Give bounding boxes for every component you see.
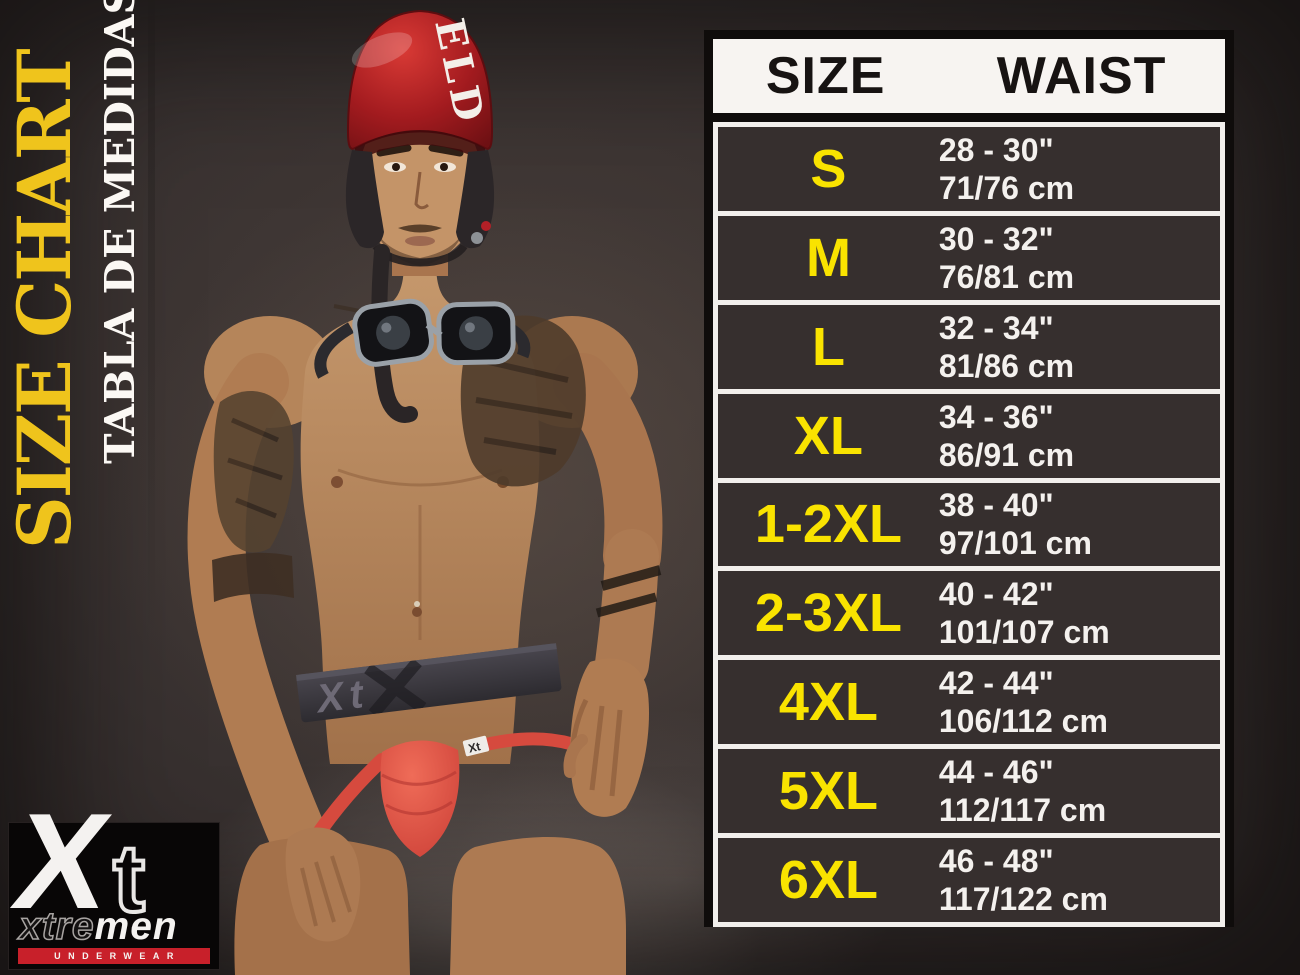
waist-cm: 101/107 cm xyxy=(938,614,1110,651)
waist-inches: 42 - 44" xyxy=(938,665,1054,702)
svg-text:Xt: Xt xyxy=(467,739,482,755)
waist-inches: 40 - 42" xyxy=(938,576,1054,613)
eyebrows xyxy=(376,144,464,157)
size-cell: 6XL xyxy=(778,850,878,911)
goggles xyxy=(314,298,531,379)
armband-tattoo xyxy=(595,592,658,618)
waist-inches: 38 - 40" xyxy=(938,487,1054,524)
column-header-waist: WAIST xyxy=(996,47,1167,105)
waist-inches: 44 - 46" xyxy=(938,754,1054,791)
table-row: XL 34 - 36" 86/91 cm xyxy=(718,393,1220,478)
model-right-arm xyxy=(553,353,663,691)
waist-cell: 28 - 30" 71/76 cm xyxy=(939,127,1220,211)
table-row: 4XL 42 - 44" 106/112 cm xyxy=(718,660,1220,745)
armband-tattoo xyxy=(600,565,662,591)
table-row: M 30 - 32" 76/81 cm xyxy=(718,215,1220,300)
logo-underwear-bar: UNDERWEAR xyxy=(18,948,210,964)
size-cell: L xyxy=(811,316,845,377)
mustache xyxy=(398,224,442,233)
waist-cm: 76/81 cm xyxy=(938,258,1075,295)
lips xyxy=(405,236,435,246)
table-row: 6XL 46 - 48" 117/122 cm xyxy=(718,838,1220,922)
model-photo: Xt Xt xyxy=(187,9,663,975)
waist-cm: 112/117 cm xyxy=(938,792,1107,829)
logo-wordmark-xtre: xtre xyxy=(18,905,95,948)
size-table: SIZE WAIST S 28 - 30" 71/76 cm M 30 - 32… xyxy=(704,30,1234,927)
nose xyxy=(414,171,429,210)
waist-inches: 32 - 34" xyxy=(938,309,1054,346)
nipple xyxy=(331,476,343,488)
size-cell: XL xyxy=(793,405,863,466)
model-right-hand xyxy=(563,658,650,817)
beard xyxy=(370,206,470,266)
waist-inches: 28 - 30" xyxy=(938,131,1054,168)
size-cell: 4XL xyxy=(778,672,878,733)
column-header-size: SIZE xyxy=(765,47,886,105)
table-row: 5XL 44 - 46" 112/117 cm xyxy=(718,749,1220,834)
waist-inches: 46 - 48" xyxy=(938,843,1054,880)
pouch-logo-tag: Xt xyxy=(462,735,490,757)
red-helmet: ELD xyxy=(345,9,495,423)
hanging-strap xyxy=(371,244,418,423)
xtremen-logo: X t xtremen UNDERWEAR xyxy=(4,785,220,970)
waist-cell: 42 - 44" 106/112 cm xyxy=(939,660,1220,744)
jockstrap-pouch xyxy=(380,740,460,857)
logo-wordmark: xtremen xyxy=(18,905,178,948)
waist-cell: 30 - 32" 76/81 cm xyxy=(939,216,1220,300)
logo-t-monogram: t xyxy=(111,825,147,932)
table-row: 1-2XL 38 - 40" 97/101 cm xyxy=(718,482,1220,567)
jockstrap: Xt Xt xyxy=(295,643,598,859)
waist-cell: 44 - 46" 112/117 cm xyxy=(939,749,1220,833)
waist-cm: 97/101 cm xyxy=(938,525,1092,562)
waist-cell: 34 - 36" 86/91 cm xyxy=(939,394,1220,478)
waist-cm: 117/122 cm xyxy=(938,881,1108,918)
waist-inches: 30 - 32" xyxy=(938,220,1054,257)
helmet-brim xyxy=(355,130,485,162)
model-left-hand xyxy=(285,827,361,942)
size-cell: S xyxy=(810,138,847,199)
table-row: L 32 - 34" 81/86 cm xyxy=(718,304,1220,389)
waist-cell: 40 - 42" 101/107 cm xyxy=(939,571,1220,655)
goggle-bridge xyxy=(425,322,443,338)
size-cell: 2-3XL xyxy=(754,583,902,644)
size-cell: 1-2XL xyxy=(754,494,902,555)
size-cell: 5XL xyxy=(778,761,878,822)
shoulder-wolf-tattoo xyxy=(213,391,294,553)
waistband: Xt xyxy=(295,643,562,723)
poster-subtitle: TABLA DE MEDIDAS xyxy=(96,0,144,464)
waist-cell: 46 - 48" 117/122 cm xyxy=(939,838,1220,922)
size-cell: M xyxy=(805,227,851,288)
helmet-ear-flap xyxy=(345,150,384,249)
size-table-body: S 28 - 30" 71/76 cm M 30 - 32" 76/81 cm … xyxy=(713,122,1225,927)
waistband-logo-text: Xt xyxy=(312,671,371,721)
waist-cm: 71/76 cm xyxy=(938,169,1075,206)
wall-corner-shadow xyxy=(148,0,155,640)
waist-cm: 81/86 cm xyxy=(938,347,1075,384)
table-row: 2-3XL 40 - 42" 101/107 cm xyxy=(718,571,1220,656)
waist-inches: 34 - 36" xyxy=(938,398,1054,435)
waist-cm: 106/112 cm xyxy=(938,703,1108,740)
arm-tribal-band-tattoo xyxy=(212,552,294,602)
table-row: S 28 - 30" 71/76 cm xyxy=(718,127,1220,211)
navel-piercing xyxy=(412,607,422,617)
logo-wordmark-men: men xyxy=(94,905,178,948)
poster-title: SIZE CHART xyxy=(2,50,88,549)
waist-cell: 32 - 34" 81/86 cm xyxy=(939,305,1220,389)
waist-cm: 86/91 cm xyxy=(938,436,1075,473)
waist-cell: 38 - 40" 97/101 cm xyxy=(939,483,1220,567)
size-table-header: SIZE WAIST xyxy=(713,39,1225,122)
